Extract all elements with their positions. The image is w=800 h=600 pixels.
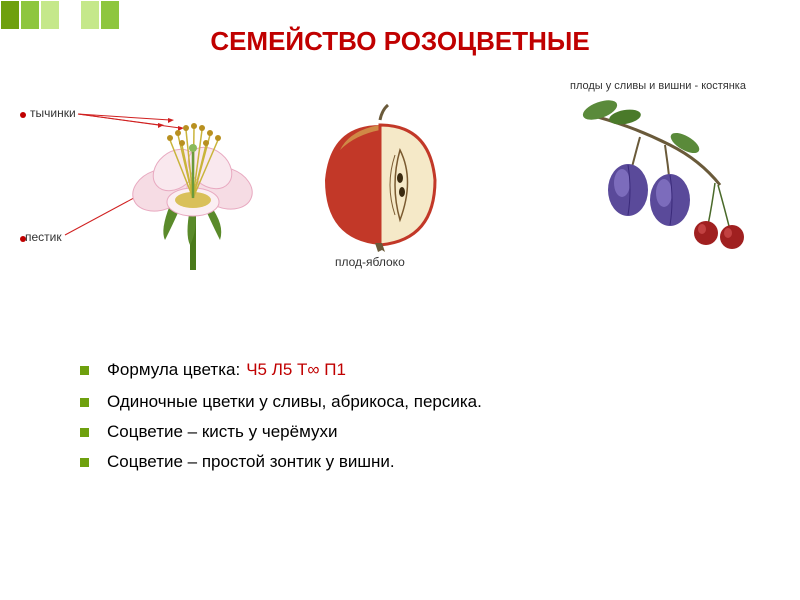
drupe-icon [540, 95, 780, 295]
drupe-diagram: плоды у сливы и вишни - костянка [540, 80, 780, 290]
text-block: Формула цветка: Ч5 Л5 Т∞ П1 Одиночные цв… [80, 360, 760, 482]
diagram-area: тычинки пестик [0, 80, 800, 300]
page-title: СЕМЕЙСТВО РОЗОЦВЕТНЫЕ [0, 26, 800, 57]
apple-icon [300, 100, 460, 270]
square-bullet-icon [80, 428, 89, 437]
formula-label: Формула цветка: [107, 360, 240, 380]
formula-line: Формула цветка: Ч5 Л5 Т∞ П1 [80, 360, 760, 380]
bullet-icon [20, 112, 26, 118]
list-text: Одиночные цветки у сливы, абрикоса, перс… [107, 392, 482, 412]
square-bullet-icon [80, 398, 89, 407]
list-text: Соцветие – кисть у черёмухи [107, 422, 337, 442]
flower-icon [110, 110, 280, 280]
list-text: Соцветие – простой зонтик у вишни. [107, 452, 395, 472]
list-item: Соцветие – простой зонтик у вишни. [80, 452, 760, 472]
square-bullet-icon [80, 366, 89, 375]
apple-diagram: плод-яблоко [300, 100, 470, 300]
flower-diagram: тычинки пестик [30, 90, 290, 290]
list-item: Соцветие – кисть у черёмухи [80, 422, 760, 442]
square-bullet-icon [80, 458, 89, 467]
apple-caption: плод-яблоко [335, 255, 405, 269]
drupe-caption: плоды у сливы и вишни - костянка [570, 80, 746, 92]
formula-value: Ч5 Л5 Т∞ П1 [246, 360, 346, 380]
list-item: Одиночные цветки у сливы, абрикоса, перс… [80, 392, 760, 412]
